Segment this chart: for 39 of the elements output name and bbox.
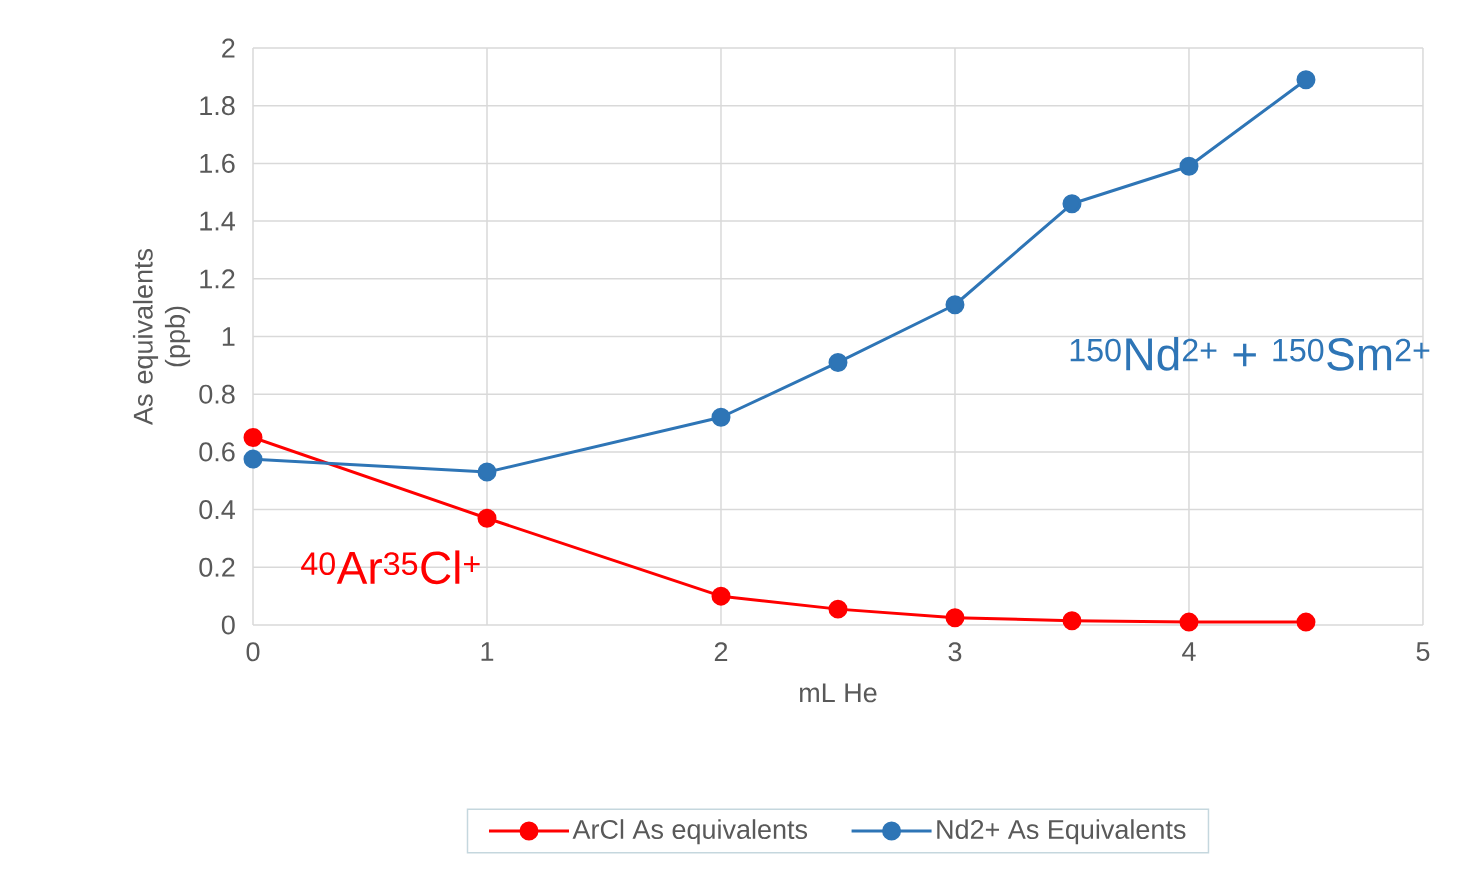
point (1179, 612, 1199, 632)
y-tick-label: 1.6 (200, 153, 235, 173)
point (828, 352, 848, 372)
point (711, 407, 731, 427)
x-tick-label: 1 (481, 642, 494, 661)
point (828, 599, 848, 619)
x-tick-label: 5 (1416, 642, 1430, 662)
point (1062, 611, 1082, 631)
annotation: $^{40}$Ar$^{35}$Cl$^{+}$ (301, 550, 480, 585)
y-tick-label: 0 (221, 615, 235, 635)
point (1296, 70, 1316, 90)
y-tick-label: 0.6 (199, 442, 235, 462)
y-tick-label: 1.2 (200, 269, 235, 289)
point (243, 449, 263, 469)
point (945, 608, 965, 628)
y-tick-label: 1.8 (200, 96, 235, 116)
point (711, 586, 731, 606)
point (1296, 612, 1316, 632)
annotation: $^{150}$Nd$^{2+}$ + $^{150}$Sm$^{2+}$ (1070, 336, 1430, 371)
y-tick-label: 2 (222, 38, 235, 58)
x-tick-label: 3 (948, 642, 962, 662)
x-axis-title: mL He (800, 683, 877, 703)
point (945, 295, 965, 315)
point (1179, 156, 1199, 176)
x-tick-label: 4 (1182, 642, 1196, 661)
point (477, 462, 497, 482)
legend-label: Nd2+ As Equivalents (937, 819, 1186, 845)
y-tick-label: 0.2 (199, 557, 235, 577)
legend-label: ArCl As equivalents (572, 819, 808, 845)
y-tick-label: 0.8 (199, 384, 235, 404)
y-tick-label: 1 (222, 327, 235, 346)
x-tick-label: 0 (246, 642, 260, 662)
point (1062, 194, 1082, 214)
y-tick-label: 0.4 (199, 500, 236, 520)
y-tick-label: 1.4 (200, 211, 236, 231)
x-tick-label: 2 (714, 642, 728, 662)
y-axis-title: As equivalents (ppb) (132, 248, 191, 425)
point (243, 427, 263, 447)
point (477, 508, 497, 528)
